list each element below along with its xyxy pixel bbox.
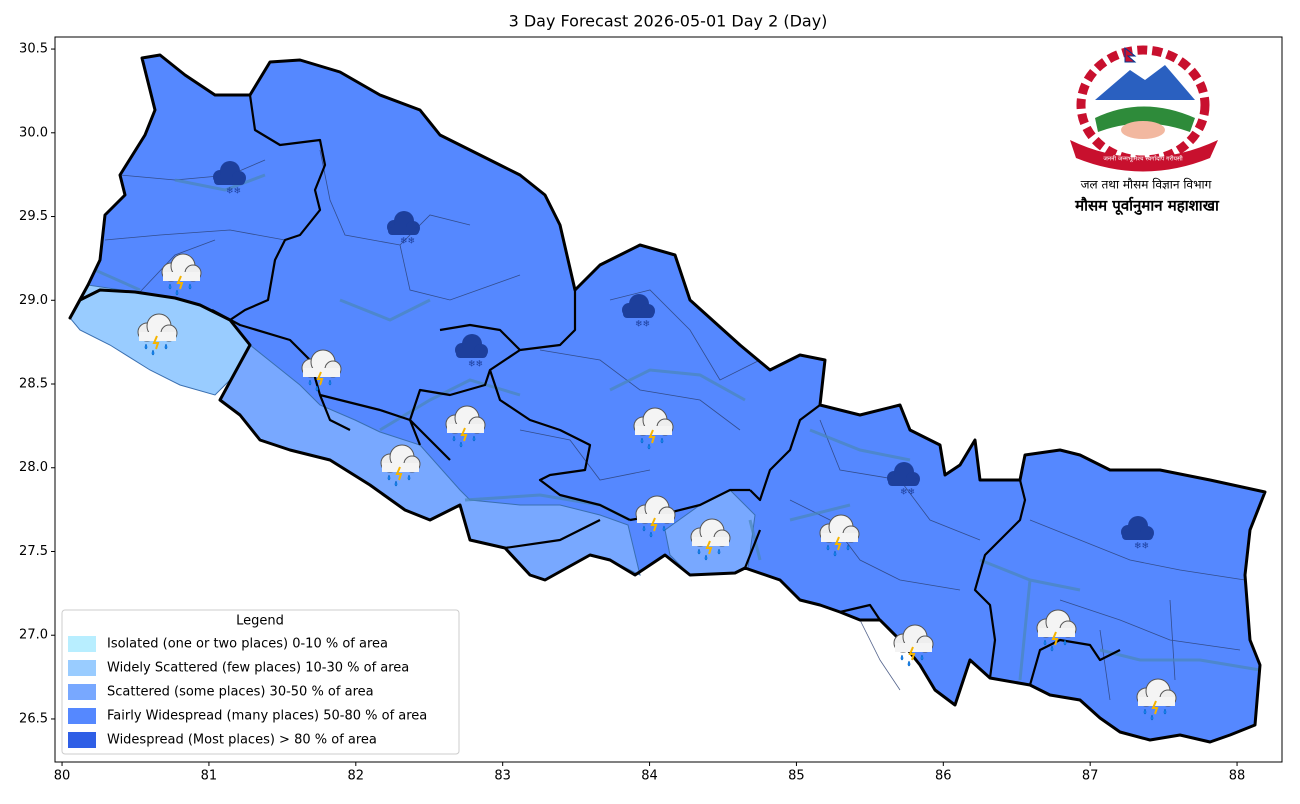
legend-swatch [68, 732, 96, 748]
legend-label: Isolated (one or two places) 0-10 % of a… [107, 637, 388, 652]
legend-swatch [68, 684, 96, 700]
legend-swatch [68, 708, 96, 724]
legend: Legend Isolated (one or two places) 0-10… [61, 609, 460, 755]
legend-label: Widely Scattered (few places) 10-30 % of… [107, 661, 409, 676]
axes: 80 81 82 83 84 85 86 87 88 26.5 27.0 27.5 28.0 28.5 29… [19, 42, 1245, 784]
plot-frame [54, 36, 1283, 763]
y-tick-label: 29.5 [19, 209, 48, 224]
x-tick-label: 87 [1082, 769, 1099, 784]
x-tick-label: 82 [348, 769, 365, 784]
emblem-mountains [1095, 65, 1195, 100]
legend-label: Widespread (Most places) > 80 % of area [107, 733, 377, 748]
emblem-hands [1121, 121, 1165, 139]
boundaries [68, 53, 1267, 744]
y-tick-label: 28.5 [19, 377, 48, 392]
division-name: मौसम पूर्वानुमान महाशाखा [1074, 197, 1220, 216]
legend-label: Fairly Widespread (many places) 50-80 % … [107, 709, 427, 724]
x-tick-label: 84 [641, 769, 658, 784]
x-tick-label: 81 [201, 769, 218, 784]
y-tick-label: 27.5 [19, 544, 48, 559]
x-tick-label: 85 [788, 769, 805, 784]
department-name: जल तथा मौसम विज्ञान विभाग [1081, 178, 1212, 192]
legend-title: Legend [236, 614, 284, 629]
legend-label: Scattered (some places) 30-50 % of area [107, 685, 374, 700]
x-tick-label: 80 [54, 769, 71, 784]
emblem-motto: जननी जन्मभूमिश्च स्वर्गादपि गरीयसी [1103, 155, 1183, 163]
legend-swatch [68, 636, 96, 652]
country-outline [68, 53, 1267, 744]
y-tick-label: 29.0 [19, 293, 48, 308]
emblem-flag [1124, 46, 1137, 63]
emblem: जननी जन्मभूमिश्च स्वर्गादपि गरीयसी जल तथ… [1070, 45, 1220, 216]
legend-swatch [68, 660, 96, 676]
legend-box [61, 609, 460, 755]
x-tick-label: 83 [494, 769, 511, 784]
chart-title: 3 Day Forecast 2026-05-01 Day 2 (Day) [509, 12, 828, 31]
x-tick-label: 86 [935, 769, 952, 784]
y-tick-label: 30.0 [19, 125, 48, 140]
emblem-hills [1095, 106, 1195, 132]
y-tick-label: 26.5 [19, 711, 48, 726]
y-tick-label: 28.0 [19, 460, 48, 475]
y-tick-label: 27.0 [19, 628, 48, 643]
emblem-ribbon [1070, 140, 1218, 172]
y-tick-label: 30.5 [19, 42, 48, 57]
emblem-wreath [1076, 45, 1210, 165]
x-tick-label: 88 [1229, 769, 1246, 784]
